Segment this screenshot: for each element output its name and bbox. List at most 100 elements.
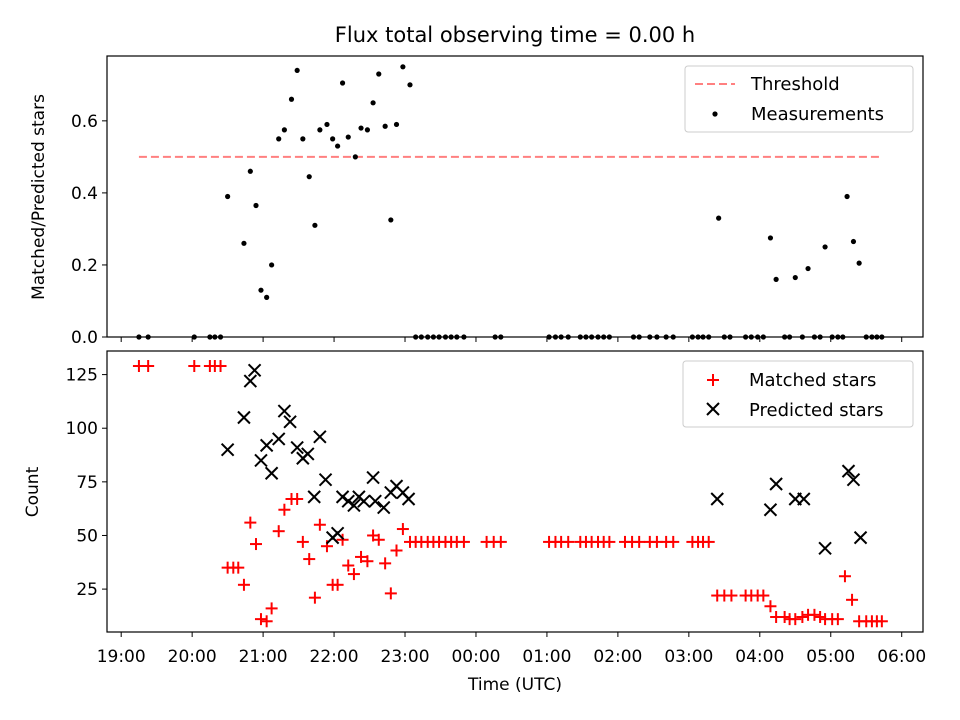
bottom-legend-box: [682, 360, 914, 428]
measurement-point: [792, 274, 798, 281]
matched-star-point: [838, 570, 851, 583]
x-tick-label: 05:00: [806, 647, 855, 667]
predicted-star-point-b: [763, 503, 778, 517]
predicted-star-point: [283, 415, 297, 429]
measurement-point: [822, 244, 828, 250]
measurement-point: [370, 100, 376, 106]
x-tick-label: 20:00: [168, 647, 217, 667]
predicted-star-point-b: [301, 447, 315, 461]
y-tick-label: 0.6: [71, 112, 98, 132]
matched-star-point: [384, 587, 397, 600]
x-tick-label: 22:00: [310, 647, 359, 667]
top-y-ticks: 0.0 0.2 0.4 0.6: [71, 112, 107, 348]
bottom-y-ticks: 25 50 75 100 125: [66, 366, 107, 600]
measurement-point: [264, 294, 270, 300]
matched-star-point: [260, 615, 273, 628]
predicted-star-point: [237, 410, 251, 425]
predicted-star-point: [220, 442, 235, 457]
predicted-star-point-b: [330, 526, 345, 541]
measurement-point: [294, 67, 300, 74]
measurement-point: [767, 235, 774, 241]
predicted-star-point-b: [277, 404, 292, 418]
y-tick-label: 100: [66, 419, 98, 439]
x-tick-label: 04:00: [735, 647, 784, 667]
predicted-star-point: [846, 472, 861, 487]
matched-star-point: [296, 535, 309, 548]
predicted-star-point: [247, 363, 262, 378]
top-axes-frame: [106, 55, 924, 338]
measurement-point: [300, 136, 306, 142]
matched-star-point: [390, 544, 403, 557]
measurements-legend-marker: [712, 111, 718, 117]
matched-star-point: [361, 555, 374, 568]
measurement-point: [382, 123, 388, 129]
bottom-x-ticks: 19:00 20:00 21:00 22:00 23:00 00:00 01:00 02:00…: [97, 632, 926, 667]
predicted-star-point: [301, 447, 315, 461]
matched-star-point: [336, 533, 349, 546]
matched-star-point: [757, 589, 770, 602]
bottom-panel: 25 50 75 100 125 19:00 20:00 21:00 22:00 23:00 00…: [23, 350, 926, 695]
predicted-star-point: [313, 430, 327, 444]
predicted-star-point-b: [797, 492, 811, 506]
y-tick-label: 50: [76, 526, 98, 546]
matched-star-point: [254, 613, 267, 626]
predicted-star-point-b: [264, 466, 279, 480]
predicted-star-point-b: [243, 374, 258, 388]
predicted-star-point: [763, 503, 778, 517]
measurement-point: [288, 96, 295, 102]
predicted-star-point: [368, 494, 382, 508]
matched-star-point: [232, 561, 245, 574]
matched-star-point: [308, 591, 321, 604]
predicted-star-point: [769, 477, 783, 491]
x-tick-label: 00:00: [451, 647, 500, 667]
predicted-star-point-b: [247, 363, 262, 378]
measurement-point: [856, 260, 862, 266]
measurement-point: [269, 262, 275, 268]
measurement-point: [317, 127, 323, 133]
measurement-point: [312, 222, 318, 228]
top-panel: 0.0 0.2 0.4 0.6 Matched/Predicted stars Thr…: [29, 55, 924, 348]
predicted-star-point-b: [237, 410, 251, 425]
matched-star-point: [244, 516, 257, 529]
matched-star-point: [789, 613, 802, 626]
measurement-point: [364, 127, 371, 133]
predicted-star-point-b: [283, 415, 297, 429]
x-tick-label: 01:00: [522, 647, 571, 667]
predicted-star-point-b: [220, 442, 235, 457]
measurement-point: [335, 143, 341, 149]
predicted-star-point-b: [347, 498, 361, 513]
predicted-star-point-b: [357, 494, 371, 508]
y-tick-label: 25: [76, 580, 98, 600]
x-tick-label: 06:00: [877, 647, 926, 667]
measurement-point: [773, 276, 779, 282]
top-x-ticks: [120, 337, 903, 342]
measurement-point: [352, 154, 358, 160]
predicted-star-point: [330, 526, 345, 541]
measurement-point: [407, 82, 413, 88]
predicted-star-point-b: [368, 494, 382, 508]
bottom-axes-frame: [106, 350, 924, 633]
matched-star-point: [725, 589, 738, 602]
matched-star-point: [142, 360, 155, 373]
matched-star-point: [831, 613, 844, 626]
matched-star-point: [562, 535, 575, 548]
measurement-point: [850, 238, 857, 245]
matched-star-point: [278, 503, 291, 516]
predicted-star-point-b: [818, 541, 832, 556]
predicted-star-point: [347, 498, 361, 513]
measurement-point: [339, 80, 346, 86]
matched-star-point: [237, 578, 250, 591]
predicted-star-point-b: [769, 477, 783, 491]
matched-star-point: [303, 553, 316, 566]
bottom-plot-area: [132, 360, 888, 628]
predicted-star-point-b: [853, 530, 868, 545]
x-tick-label: 19:00: [97, 647, 146, 667]
x-tick-label: 02:00: [593, 647, 642, 667]
predicted-star-point-b: [401, 492, 416, 506]
y-tick-label: 75: [76, 473, 98, 493]
matched-star-point: [265, 602, 278, 615]
measurement-point: [376, 71, 382, 77]
matched-star-point: [272, 525, 285, 538]
measurement-point: [225, 193, 231, 200]
matched-star-point: [633, 535, 646, 548]
